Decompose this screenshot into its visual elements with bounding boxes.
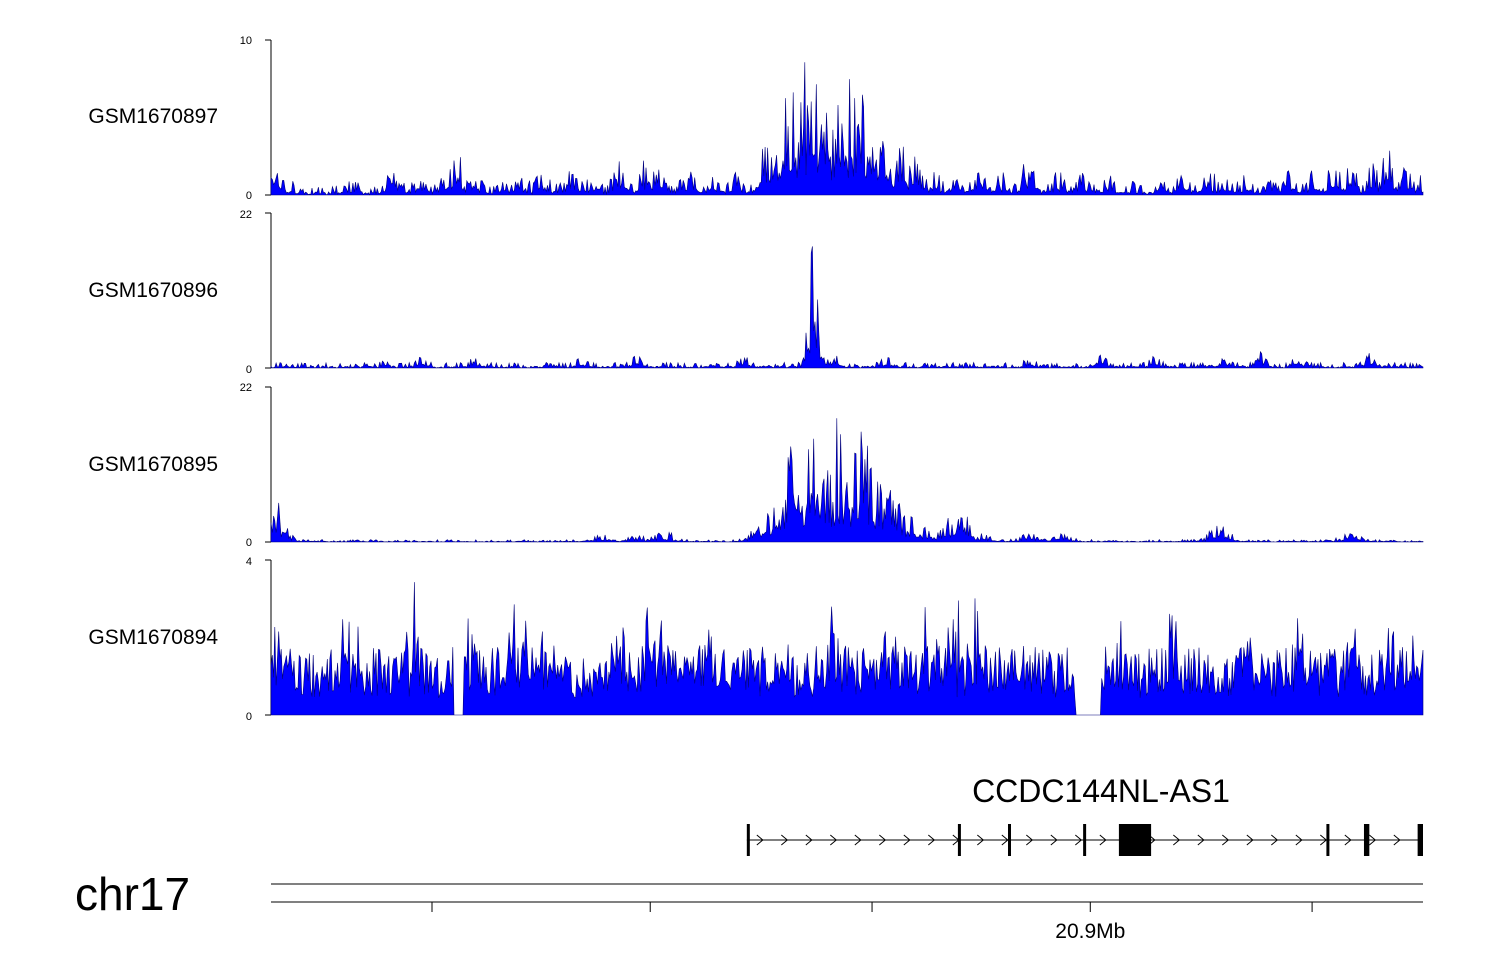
- strand-arrow: [1099, 834, 1107, 846]
- ytick-max-gsm1670897: 10: [240, 35, 252, 47]
- strand-arrow: [879, 834, 887, 846]
- track-label-gsm1670895: GSM1670895: [88, 453, 218, 476]
- strand-arrow: [928, 834, 936, 846]
- signal-area: [270, 582, 1424, 716]
- strand-arrow: [854, 834, 862, 846]
- strand-arrow: [1197, 834, 1205, 846]
- strand-arrow: [977, 834, 985, 846]
- strand-arrow: [1295, 834, 1303, 846]
- strand-arrow: [1222, 834, 1230, 846]
- coordinate-tick-label: 20.9Mb: [1055, 920, 1125, 943]
- strand-arrow: [1026, 834, 1034, 846]
- signal-tracks: [265, 39, 1424, 716]
- strand-arrow: [1344, 834, 1352, 846]
- ytick-max-gsm1670895: 22: [240, 382, 252, 394]
- ytick-max-gsm1670894: 4: [246, 556, 252, 568]
- track-gsm1670894: [265, 559, 1424, 716]
- strand-arrow: [1369, 834, 1377, 846]
- track-gsm1670896: [265, 212, 1424, 370]
- strand-arrow: [830, 834, 838, 846]
- exon-marker: [1007, 824, 1011, 856]
- exon-marker: [1326, 824, 1330, 856]
- strand-arrow: [903, 834, 911, 846]
- exon-marker: [1083, 824, 1087, 856]
- strand-arrow: [1393, 834, 1401, 846]
- ytick-max-gsm1670896: 22: [240, 209, 252, 221]
- track-label-gsm1670894: GSM1670894: [88, 626, 218, 649]
- signal-area: [270, 246, 1424, 370]
- ytick-zero-gsm1670894: 0: [246, 711, 252, 723]
- strand-arrow: [1075, 834, 1083, 846]
- strand-arrow: [1173, 834, 1181, 846]
- ytick-zero-gsm1670896: 0: [246, 364, 252, 376]
- track-label-gsm1670897: GSM1670897: [88, 105, 218, 128]
- exon-marker: [1417, 824, 1423, 856]
- exon-marker: [957, 824, 961, 856]
- ytick-zero-gsm1670897: 0: [246, 190, 252, 202]
- gene-model: [746, 824, 1423, 856]
- track-gsm1670895: [265, 386, 1424, 543]
- strand-arrow: [1001, 834, 1009, 846]
- track-label-gsm1670896: GSM1670896: [88, 279, 218, 302]
- exon-marker: [746, 824, 750, 856]
- exon-marker: [1363, 824, 1370, 856]
- strand-arrow: [781, 834, 789, 846]
- exon-block: [1118, 824, 1152, 856]
- strand-arrow: [1050, 834, 1058, 846]
- chromosome-label: chr17: [75, 868, 190, 920]
- strand-arrow: [1320, 834, 1328, 846]
- strand-arrow: [1271, 834, 1279, 846]
- signal-area: [270, 62, 1424, 196]
- gene-label: CCDC144NL-AS1: [972, 773, 1230, 809]
- strand-arrow: [805, 834, 813, 846]
- ytick-zero-gsm1670895: 0: [246, 537, 252, 549]
- strand-arrow: [1246, 834, 1254, 846]
- strand-arrow: [756, 834, 764, 846]
- track-gsm1670897: [265, 39, 1424, 196]
- signal-area: [270, 418, 1424, 543]
- genome-axis: [271, 883, 1423, 912]
